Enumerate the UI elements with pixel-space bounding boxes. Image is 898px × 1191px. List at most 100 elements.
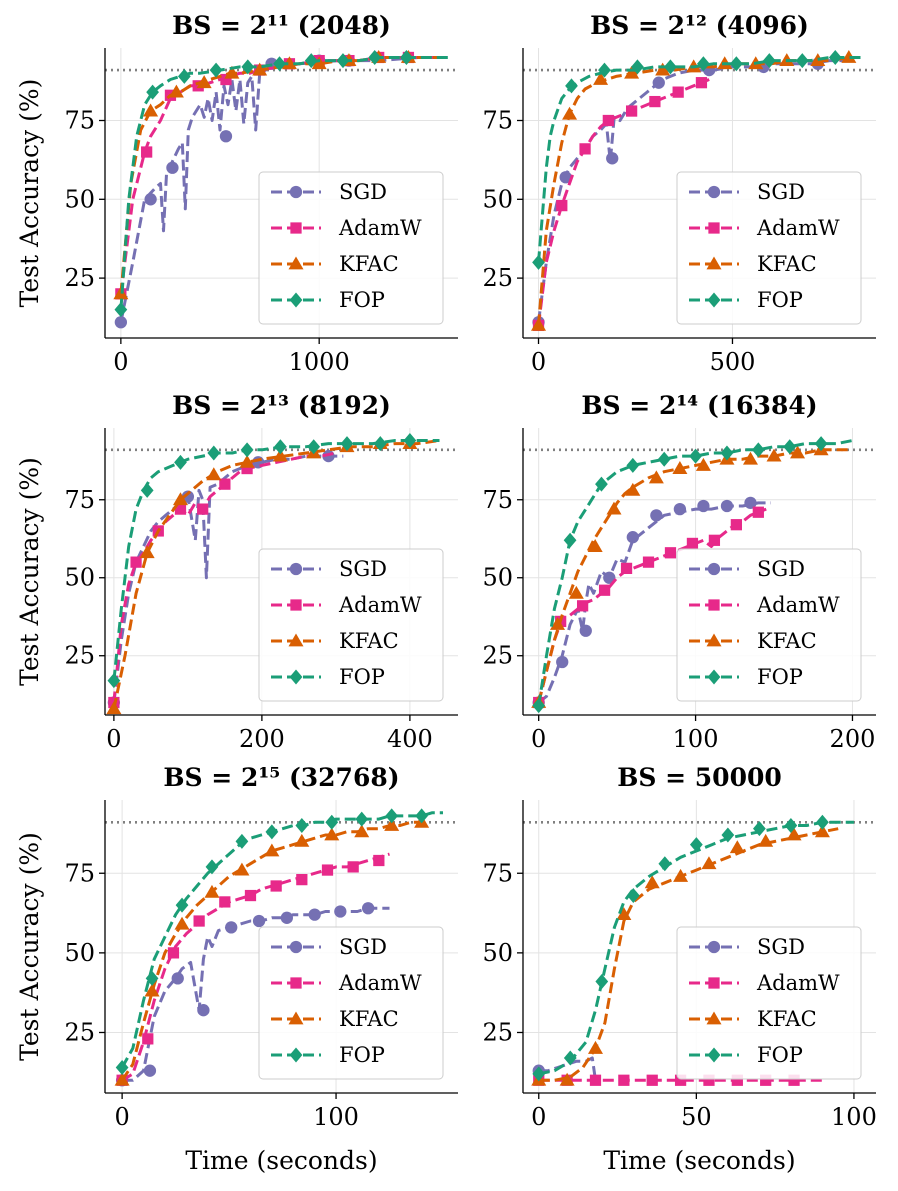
data-point-adamw [241,462,253,475]
data-point-adamw [625,105,638,117]
data-point-kfac [204,884,220,898]
data-point-sgd [280,911,293,924]
data-point-kfac [625,482,641,496]
legend-marker-fop [289,1047,303,1063]
legend-label-sgd: SGD [339,557,387,581]
data-point-fop [795,53,809,69]
data-point-kfac [562,106,578,120]
data-point-fop [720,445,734,461]
data-point-sgd [650,509,663,522]
panel-4: 0 100 200 25 50 75 BS = 2¹⁴ (16384) SGD AdamW KFA… [482,391,876,753]
legend-box [258,548,444,702]
x-axis-label: Time (seconds) [185,1146,377,1175]
data-point-kfac [841,49,857,63]
data-point-sgd [197,1004,210,1017]
legend-marker-fop [289,669,303,685]
data-point-fop [400,49,413,65]
data-point-sgd [166,161,179,174]
legend-label-fop: FOP [757,1043,803,1067]
legend-marker-sgd [707,940,721,954]
x-tick-label: 0 [531,1103,546,1131]
legend-label-sgd: SGD [339,935,387,959]
data-point-fop [115,1060,129,1076]
series-line-sgd [119,56,439,323]
data-point-kfac [168,84,184,98]
data-point-fop [563,1050,577,1066]
panel-1: 0 1000 25 50 75 BS = 2¹¹ (2048) Test Accuracy … [15,11,458,376]
data-point-fop [273,56,286,72]
data-point-adamw [686,537,699,550]
legend-label-sgd: SGD [339,180,387,204]
x-tick-label: 200 [830,725,876,753]
series-line-fop [120,811,443,1069]
chart-title: BS = 2¹¹ (2048) [172,11,391,40]
legend-marker-adamw [708,222,720,234]
data-point-kfac [224,65,240,79]
data-point-fop [207,445,221,461]
legend-label-adamw: AdamW [756,971,840,995]
legend-marker-fop [289,292,303,308]
data-point-adamw [598,584,611,596]
data-point-adamw [219,896,231,908]
data-point-adamw [649,95,661,108]
data-point-kfac [814,824,830,838]
legend-label-fop: FOP [339,1043,385,1067]
data-point-kfac [106,701,122,715]
y-axis-label: Test Accuracy (%) [15,832,44,1061]
y-tick-label: 25 [482,642,513,670]
data-point-fop [336,53,350,69]
data-point-fop [626,457,640,473]
data-point-sgd [626,531,639,544]
data-point-adamw [174,503,187,515]
data-point-fop [598,62,611,78]
data-point-fop [721,827,735,843]
data-point-kfac [742,451,758,465]
data-point-kfac [144,983,160,997]
legend-marker-kfac [288,633,304,647]
data-point-kfac [568,585,584,599]
data-point-fop [697,56,710,72]
data-point-kfac [252,62,268,76]
data-point-kfac [648,470,664,484]
data-point-adamw [321,864,334,876]
data-point-adamw [602,114,614,127]
data-point-adamw [730,519,742,531]
x-tick-label: 400 [387,725,433,753]
legend-marker-adamw [290,222,302,234]
data-point-fop [828,49,842,65]
data-point-fop [626,888,640,904]
data-point-kfac [672,461,688,474]
x-tick-label: 50 [681,1103,712,1131]
legend-label-adamw: AdamW [338,593,422,617]
data-point-fop [816,814,829,830]
y-tick-label: 50 [64,185,95,213]
x-tick-label: 0 [531,725,546,753]
y-axis-label: Test Accuracy (%) [15,457,44,686]
data-point-fop [241,59,255,75]
data-point-fop [368,49,382,65]
series-line-kfac [537,448,853,703]
data-point-kfac [294,833,310,847]
data-point-fop [783,439,797,455]
data-point-fop [295,817,309,833]
legend-marker-sgd [289,562,303,576]
data-point-adamw [197,503,209,515]
data-point-fop [415,808,429,824]
legend-marker-sgd [289,185,303,199]
legend-label-adamw: AdamW [338,216,422,240]
data-point-adamw [752,506,764,518]
series-line-fop [537,56,861,263]
data-point-kfac [114,1072,130,1086]
data-point-kfac [264,843,280,857]
data-point-adamw [620,562,633,575]
legend-label-sgd: SGD [757,935,805,959]
data-point-fop [140,482,154,498]
data-point-adamw [556,199,568,212]
data-point-adamw [589,1074,602,1086]
data-point-fop [751,442,765,458]
data-point-sgd [720,499,734,513]
data-point-kfac [196,75,212,89]
data-point-sgd [556,655,569,669]
data-point-sgd [171,972,184,985]
data-point-fop [784,817,798,833]
